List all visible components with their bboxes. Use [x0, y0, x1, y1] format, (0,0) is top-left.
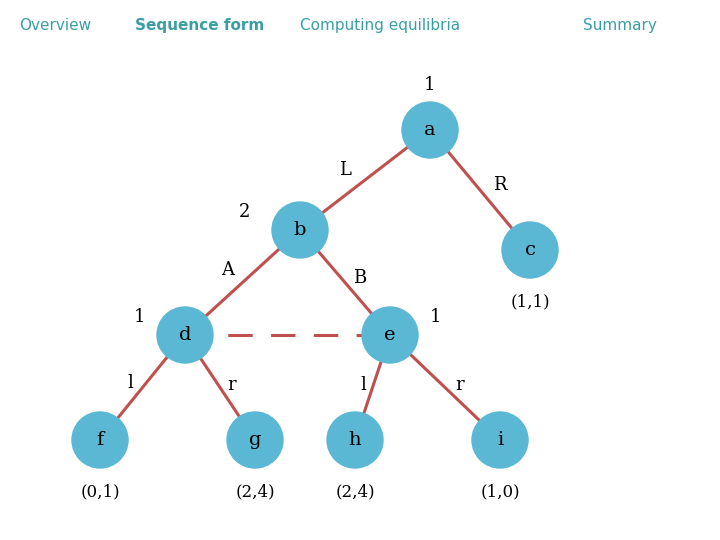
Text: f: f: [96, 431, 104, 449]
Text: 1: 1: [134, 308, 145, 326]
Text: l: l: [360, 376, 366, 394]
Circle shape: [72, 412, 128, 468]
Circle shape: [157, 307, 213, 363]
Text: (2,4): (2,4): [235, 483, 275, 501]
Text: r: r: [456, 376, 464, 394]
Text: i: i: [497, 431, 503, 449]
Text: (1,1): (1,1): [510, 294, 550, 310]
Text: (2,4): (2,4): [336, 483, 375, 501]
Text: 1: 1: [429, 308, 441, 326]
Text: (0,1): (0,1): [80, 483, 120, 501]
Text: h: h: [348, 431, 361, 449]
Text: R: R: [493, 176, 507, 194]
Circle shape: [227, 412, 283, 468]
Text: Computing equilibria: Computing equilibria: [300, 18, 460, 33]
Text: e: e: [384, 326, 396, 344]
Text: B: B: [354, 269, 366, 287]
Text: 2: 2: [239, 203, 251, 221]
Circle shape: [502, 222, 558, 278]
Text: b: b: [294, 221, 306, 239]
Text: A: A: [222, 261, 235, 279]
Circle shape: [272, 202, 328, 258]
Text: c: c: [524, 241, 536, 259]
Text: a: a: [424, 121, 436, 139]
Circle shape: [402, 102, 458, 158]
Circle shape: [362, 307, 418, 363]
Text: d: d: [179, 326, 192, 344]
Text: g: g: [248, 431, 261, 449]
Text: r: r: [228, 376, 236, 394]
Text: L: L: [339, 161, 351, 179]
Text: l: l: [127, 374, 133, 392]
Circle shape: [327, 412, 383, 468]
Text: (1,0): (1,0): [480, 483, 520, 501]
Text: Overview: Overview: [19, 18, 91, 33]
Circle shape: [472, 412, 528, 468]
Text: 1: 1: [424, 76, 436, 94]
Text: Summary: Summary: [583, 18, 657, 33]
Text: Sequence form: Sequence form: [135, 18, 265, 33]
